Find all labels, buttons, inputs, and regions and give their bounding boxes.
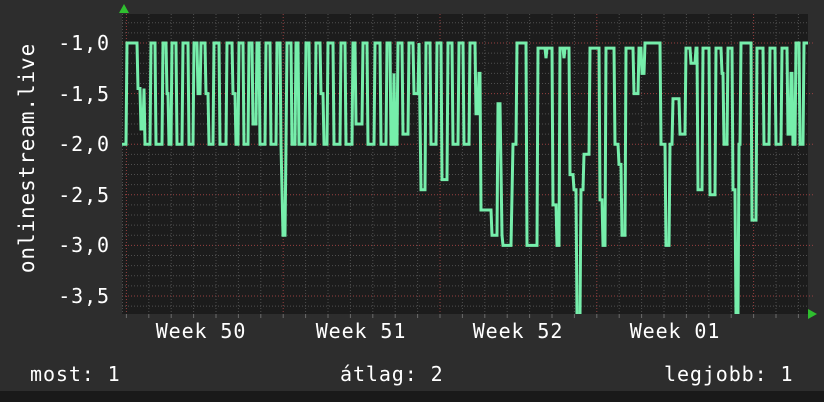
y-axis-label: -3,0	[58, 233, 110, 257]
stat-now: most: 1	[30, 362, 121, 386]
y-axis-label: -2,0	[58, 132, 110, 156]
x-axis-label: Week 52	[472, 319, 564, 343]
stat-best: legjobb: 1	[664, 362, 794, 386]
plot-area	[122, 14, 814, 318]
x-axis-label: Week 51	[315, 319, 407, 343]
y-axis-arrow-icon	[119, 4, 129, 13]
y-axis-label: -2,5	[58, 182, 110, 207]
footer-strip	[0, 391, 824, 402]
y-axis-label: -1,0	[58, 31, 110, 55]
y-axis-label: -1,5	[58, 81, 110, 106]
y-axis-label: -3,5	[58, 284, 110, 308]
x-axis-label: Week 50	[155, 319, 247, 343]
stat-average: átlag: 2	[340, 362, 444, 386]
x-axis-arrow-icon	[808, 309, 817, 319]
data-line	[122, 41, 808, 314]
x-axis-label: Week 01	[629, 319, 721, 343]
